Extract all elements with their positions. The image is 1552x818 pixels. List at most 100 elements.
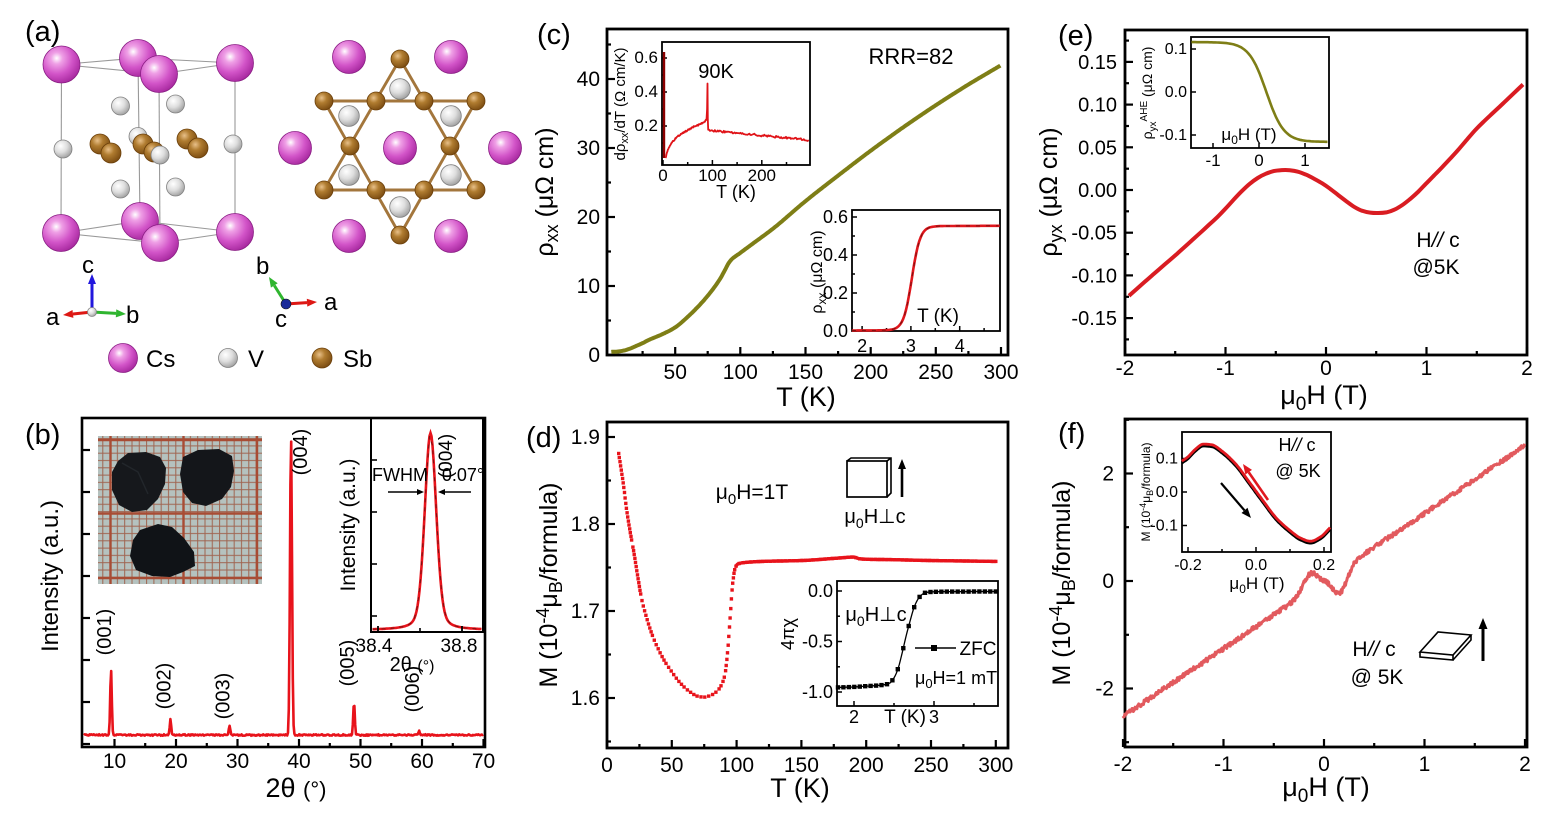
svg-text:0.1: 0.1 (1156, 451, 1178, 468)
svg-text:(002): (002) (154, 663, 176, 710)
svg-text:0.2: 0.2 (634, 116, 658, 135)
svg-text:3: 3 (929, 707, 939, 727)
svg-text:200: 200 (748, 166, 776, 185)
svg-text:0.0: 0.0 (1245, 557, 1267, 574)
svg-text:38.4: 38.4 (356, 636, 393, 657)
svg-text:1: 1 (1419, 753, 1431, 776)
svg-text:1.6: 1.6 (571, 687, 600, 710)
svg-text:4: 4 (955, 336, 965, 356)
svg-text:-0.10: -0.10 (1071, 265, 1117, 287)
svg-text:a: a (46, 304, 60, 331)
svg-text:FWHM: FWHM (372, 465, 428, 485)
svg-text:-0.05: -0.05 (1071, 223, 1117, 245)
svg-text:V: V (248, 346, 264, 373)
svg-text:0.0: 0.0 (808, 581, 833, 601)
svg-text:μ0H⊥c: μ0H⊥c (844, 506, 905, 531)
svg-text:a: a (324, 289, 338, 316)
svg-text:μ0H (T): μ0H (T) (1229, 574, 1284, 596)
svg-text:40: 40 (287, 750, 310, 773)
svg-text:b: b (126, 302, 139, 329)
svg-text:c: c (275, 306, 287, 333)
svg-text:b: b (256, 253, 269, 280)
svg-text:-2: -2 (1116, 357, 1135, 380)
svg-text:(f): (f) (1058, 418, 1085, 450)
svg-text:50: 50 (660, 754, 683, 777)
svg-text:RRR=82: RRR=82 (869, 44, 954, 69)
svg-text:T (K): T (K) (776, 382, 836, 412)
svg-text:0.15: 0.15 (1078, 52, 1117, 74)
svg-text:1.8: 1.8 (571, 513, 600, 536)
svg-text:0.07°: 0.07° (442, 465, 484, 485)
svg-text:38.8: 38.8 (441, 636, 478, 657)
svg-text:300: 300 (978, 754, 1013, 777)
svg-text:10: 10 (577, 275, 600, 298)
svg-text:ZFC: ZFC (960, 639, 997, 660)
svg-text:(d): (d) (526, 422, 561, 454)
svg-text:@ 5K: @ 5K (1351, 666, 1404, 689)
svg-text:T (K): T (K) (716, 182, 756, 202)
svg-text:Cs: Cs (146, 346, 175, 373)
svg-text:Intensity (a.u.): Intensity (a.u.) (337, 458, 360, 591)
svg-text:2: 2 (857, 336, 867, 356)
svg-text:2θ (°): 2θ (°) (266, 773, 327, 803)
svg-text:μ0H (T): μ0H (T) (1282, 772, 1370, 807)
svg-text:μ0H (T): μ0H (T) (1221, 125, 1276, 147)
svg-text:300: 300 (983, 361, 1018, 384)
svg-text:50: 50 (664, 361, 687, 384)
svg-text:H// c: H// c (1352, 638, 1395, 661)
svg-text:70: 70 (472, 750, 495, 773)
svg-text:0.2: 0.2 (823, 283, 848, 303)
svg-text:Sb: Sb (343, 346, 372, 373)
svg-text:-2: -2 (1095, 678, 1114, 701)
svg-text:1: 1 (1300, 151, 1309, 170)
svg-text:200: 200 (853, 361, 888, 384)
svg-text:0.0: 0.0 (823, 321, 848, 341)
svg-text:20: 20 (577, 206, 600, 229)
svg-text:150: 150 (784, 754, 819, 777)
svg-text:90K: 90K (698, 61, 734, 83)
svg-text:0: 0 (1320, 357, 1332, 380)
svg-text:1.7: 1.7 (571, 600, 600, 623)
svg-text:0.0: 0.0 (1156, 484, 1178, 501)
svg-text:0.6: 0.6 (634, 48, 658, 67)
svg-text:2: 2 (1519, 753, 1531, 776)
svg-text:250: 250 (913, 754, 948, 777)
svg-text:@5K: @5K (1412, 256, 1459, 279)
svg-text:H// c: H// c (1416, 229, 1459, 252)
svg-text:4πχ: 4πχ (778, 618, 798, 650)
svg-text:-0.1: -0.1 (1159, 127, 1187, 144)
svg-text:c: c (82, 252, 94, 279)
svg-text:-0.15: -0.15 (1071, 308, 1117, 330)
svg-text:0.4: 0.4 (634, 82, 658, 101)
svg-text:H// c: H// c (1278, 435, 1315, 455)
svg-text:0: 0 (588, 344, 600, 367)
svg-text:M (10-4μB/formula): M (10-4μB/formula) (1138, 443, 1155, 542)
svg-text:@ 5K: @ 5K (1275, 461, 1320, 481)
svg-text:(005): (005) (337, 640, 359, 687)
svg-text:1: 1 (1421, 357, 1433, 380)
svg-text:(003): (003) (213, 673, 235, 720)
svg-text:(e): (e) (1058, 20, 1093, 52)
svg-text:10: 10 (103, 750, 126, 773)
svg-text:μ0H=1T: μ0H=1T (716, 481, 789, 508)
svg-text:(b): (b) (25, 419, 60, 451)
svg-text:40: 40 (577, 68, 600, 91)
svg-text:0.2: 0.2 (1313, 557, 1335, 574)
svg-text:-1.0: -1.0 (802, 682, 833, 702)
svg-text:0.1: 0.1 (1165, 41, 1187, 58)
svg-text:100: 100 (719, 754, 754, 777)
svg-text:30: 30 (577, 137, 600, 160)
svg-text:0: 0 (658, 166, 667, 185)
svg-text:0: 0 (1254, 151, 1263, 170)
svg-text:200: 200 (849, 754, 884, 777)
svg-text:(004): (004) (290, 429, 312, 476)
svg-text:2: 2 (1102, 463, 1114, 486)
svg-text:-0.5: -0.5 (802, 632, 833, 652)
svg-text:2: 2 (849, 707, 859, 727)
svg-text:-0.1: -0.1 (1150, 518, 1178, 535)
svg-text:0.4: 0.4 (823, 245, 848, 265)
svg-text:Intensity (a.u.): Intensity (a.u.) (37, 500, 64, 652)
svg-text:2: 2 (1521, 357, 1533, 380)
svg-text:250: 250 (918, 361, 953, 384)
svg-text:(001): (001) (94, 609, 116, 656)
